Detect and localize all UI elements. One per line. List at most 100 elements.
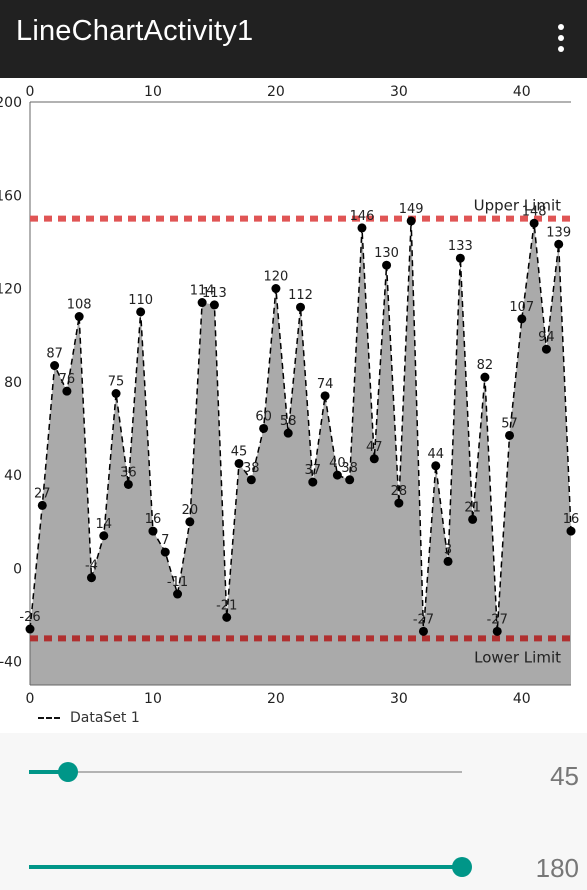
x-tick-label-bottom: 30	[390, 691, 408, 707]
limit-line-label: Lower Limit	[474, 648, 561, 666]
data-point	[566, 526, 576, 536]
y-tick-label: 40	[4, 468, 22, 484]
series-area	[30, 220, 571, 685]
data-point	[209, 300, 219, 310]
slider-track	[29, 771, 462, 773]
data-label: 82	[477, 358, 494, 373]
data-label: 40	[329, 456, 346, 471]
data-label: 14	[95, 517, 112, 532]
limit-line-label: Upper Limit	[474, 197, 561, 215]
data-point	[148, 526, 158, 536]
data-point	[345, 475, 355, 485]
data-label: 27	[34, 486, 51, 501]
data-label: 21	[464, 500, 481, 515]
data-point	[505, 430, 515, 440]
app-bar: LineChartActivity1	[0, 0, 587, 78]
data-label: 146	[350, 209, 375, 224]
data-point	[37, 500, 47, 510]
data-point	[357, 223, 367, 233]
data-label: 120	[263, 270, 288, 285]
data-point	[443, 556, 453, 566]
data-label: 133	[448, 239, 473, 254]
data-label: 60	[255, 409, 272, 424]
y-tick-label: 0	[13, 561, 22, 577]
slider-thumb[interactable]	[452, 857, 472, 877]
data-point	[185, 517, 195, 527]
data-label: 38	[341, 461, 358, 476]
y-range-value: 180	[535, 853, 579, 883]
data-label: 107	[509, 300, 534, 315]
y-tick-label: -40	[0, 655, 22, 671]
data-point	[62, 386, 72, 396]
data-point	[480, 372, 490, 382]
data-point	[74, 312, 84, 322]
data-label: 7	[161, 533, 169, 548]
x-count-slider[interactable]	[29, 761, 462, 785]
slider-thumb[interactable]	[57, 762, 78, 782]
data-point	[25, 624, 35, 634]
data-label: -4	[85, 559, 98, 574]
data-point	[332, 470, 342, 480]
data-point	[382, 260, 392, 270]
series-line	[29, 220, 572, 632]
data-label: 3	[444, 542, 452, 557]
data-label: -11	[167, 575, 188, 590]
data-label: 112	[288, 288, 313, 303]
data-point	[173, 589, 183, 599]
data-label: -27	[487, 612, 508, 627]
data-point	[197, 298, 207, 308]
data-label: -27	[413, 612, 434, 627]
data-point	[541, 344, 551, 354]
data-point	[468, 514, 478, 524]
data-label: 37	[305, 463, 322, 478]
data-label: 149	[399, 202, 424, 217]
y-tick-label: 160	[0, 188, 22, 204]
data-point	[136, 307, 146, 317]
slider-fill	[29, 770, 68, 774]
legend-label: DataSet 1	[70, 710, 140, 726]
data-point	[86, 573, 96, 583]
data-point	[283, 428, 293, 438]
data-point	[394, 498, 404, 508]
slider-fill	[29, 865, 462, 869]
data-label: 75	[108, 375, 125, 390]
data-point	[246, 475, 256, 485]
data-point	[369, 454, 379, 464]
x-tick-label-bottom: 10	[144, 691, 162, 707]
legend: DataSet 1	[38, 710, 140, 726]
data-label: 87	[46, 347, 63, 362]
data-label: 108	[67, 298, 92, 313]
more-vert-icon[interactable]	[548, 20, 574, 56]
data-label: 28	[391, 484, 408, 499]
data-point	[431, 461, 441, 471]
data-point	[296, 302, 305, 312]
data-point	[111, 389, 121, 398]
data-label: 16	[145, 512, 162, 527]
controls-panel: 45 180	[0, 733, 587, 890]
data-point	[271, 284, 281, 294]
data-point	[160, 547, 170, 557]
data-label: 94	[538, 330, 555, 345]
data-label: 139	[546, 225, 571, 240]
data-label: -21	[216, 598, 237, 613]
data-label: 130	[374, 246, 399, 261]
app-title: LineChartActivity1	[16, 15, 254, 47]
data-point	[492, 626, 502, 636]
data-label: 110	[128, 293, 153, 308]
x-count-value: 45	[550, 761, 579, 791]
data-point	[222, 612, 232, 622]
data-point	[308, 477, 318, 487]
chart-container[interactable]: Upper Limit Lower Limit -26 27 87 76 108 -4 14 75…	[0, 78, 587, 733]
data-point	[123, 479, 133, 489]
y-tick-label: 120	[0, 282, 22, 298]
legend-swatch	[38, 717, 60, 719]
x-tick-label-top: 10	[144, 84, 162, 100]
x-tick-label-bottom: 20	[267, 691, 285, 707]
y-range-slider[interactable]	[29, 856, 472, 880]
data-label: 45	[231, 444, 248, 459]
data-label: 76	[59, 372, 76, 387]
data-label: 113	[202, 286, 227, 301]
data-point	[517, 314, 527, 324]
data-label: 57	[501, 416, 518, 431]
